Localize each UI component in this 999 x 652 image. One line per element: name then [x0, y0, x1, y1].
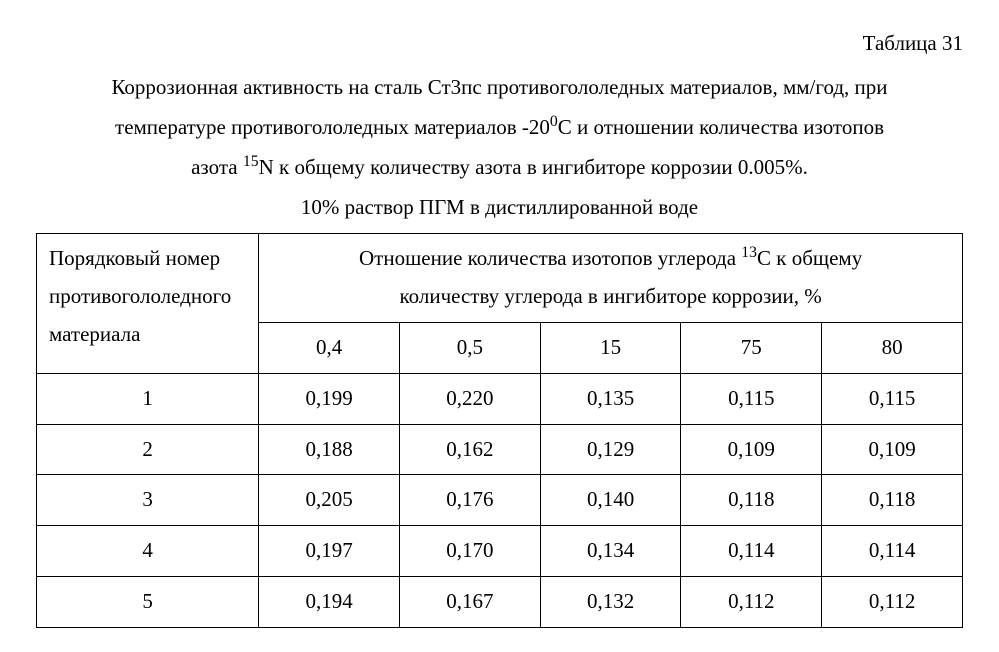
row-header-line: Порядковый номер	[49, 246, 220, 270]
data-cell: 0,188	[259, 424, 400, 475]
isotope-superscript: 13	[741, 244, 757, 261]
caption-line-1: Коррозионная активность на сталь Ст3пс п…	[36, 68, 963, 108]
data-cell: 0,114	[822, 526, 963, 577]
table-row: 5 0,194 0,167 0,132 0,112 0,112	[37, 577, 963, 628]
data-cell: 0,197	[259, 526, 400, 577]
data-cell: 0,109	[681, 424, 822, 475]
data-cell: 0,170	[399, 526, 540, 577]
data-cell: 0,115	[822, 373, 963, 424]
data-cell: 0,115	[681, 373, 822, 424]
column-header: 0,5	[399, 323, 540, 374]
caption-line-2: температуре противогололедных материалов…	[36, 108, 963, 148]
data-cell: 0,167	[399, 577, 540, 628]
column-header: 75	[681, 323, 822, 374]
table-caption: Коррозионная активность на сталь Ст3пс п…	[36, 68, 963, 228]
data-cell: 0,112	[681, 577, 822, 628]
isotope-superscript: 15	[243, 153, 259, 170]
table-row: 1 0,199 0,220 0,135 0,115 0,115	[37, 373, 963, 424]
row-header-line: противогололедного	[49, 284, 231, 308]
table-row: 2 0,188 0,162 0,129 0,109 0,109	[37, 424, 963, 475]
row-number: 2	[37, 424, 259, 475]
column-group-header: Отношение количества изотопов углерода 1…	[259, 234, 963, 323]
data-cell: 0,112	[822, 577, 963, 628]
row-number: 1	[37, 373, 259, 424]
row-number: 5	[37, 577, 259, 628]
data-cell: 0,114	[681, 526, 822, 577]
data-cell: 0,132	[540, 577, 681, 628]
caption-line-3: азота 15N к общему количеству азота в ин…	[36, 148, 963, 188]
table-row: 3 0,205 0,176 0,140 0,118 0,118	[37, 475, 963, 526]
table-header-row: Порядковый номер противогололедного мате…	[37, 234, 963, 323]
caption-text: N к общему количеству азота в ингибиторе…	[259, 155, 808, 179]
data-cell: 0,134	[540, 526, 681, 577]
column-header: 15	[540, 323, 681, 374]
data-cell: 0,205	[259, 475, 400, 526]
table-number: Таблица 31	[36, 24, 963, 64]
data-cell: 0,118	[681, 475, 822, 526]
group-header-text: количеству углерода в ингибиторе коррози…	[400, 284, 822, 308]
table-row: 4 0,197 0,170 0,134 0,114 0,114	[37, 526, 963, 577]
data-cell: 0,140	[540, 475, 681, 526]
data-cell: 0,129	[540, 424, 681, 475]
data-cell: 0,194	[259, 577, 400, 628]
data-cell: 0,199	[259, 373, 400, 424]
data-cell: 0,176	[399, 475, 540, 526]
data-cell: 0,220	[399, 373, 540, 424]
row-header-label: Порядковый номер противогололедного мате…	[37, 234, 259, 373]
column-header: 0,4	[259, 323, 400, 374]
data-cell: 0,162	[399, 424, 540, 475]
row-header-line: материала	[49, 322, 140, 346]
data-cell: 0,109	[822, 424, 963, 475]
group-header-text: С к общему	[757, 246, 862, 270]
data-cell: 0,118	[822, 475, 963, 526]
data-cell: 0,135	[540, 373, 681, 424]
caption-text: С и отношении количества изотопов	[558, 115, 884, 139]
caption-line-4: 10% раствор ПГМ в дистиллированной воде	[36, 188, 963, 228]
data-table: Порядковый номер противогололедного мате…	[36, 233, 963, 627]
caption-text: температуре противогололедных материалов…	[115, 115, 550, 139]
column-header: 80	[822, 323, 963, 374]
caption-text: азота	[191, 155, 243, 179]
group-header-text: Отношение количества изотопов углерода	[359, 246, 741, 270]
row-number: 3	[37, 475, 259, 526]
row-number: 4	[37, 526, 259, 577]
degree-superscript: 0	[550, 113, 558, 130]
